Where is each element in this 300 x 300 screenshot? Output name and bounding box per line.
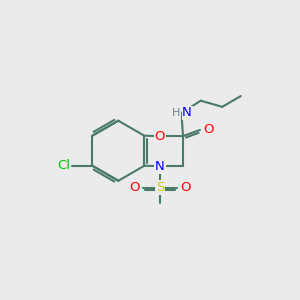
Text: Cl: Cl (57, 159, 70, 172)
Text: O: O (203, 123, 214, 136)
Text: O: O (155, 130, 165, 142)
Text: H: H (172, 108, 181, 118)
Text: N: N (182, 106, 192, 119)
Text: N: N (155, 160, 165, 172)
Text: S: S (156, 181, 164, 194)
Text: O: O (180, 181, 190, 194)
Text: O: O (129, 181, 140, 194)
